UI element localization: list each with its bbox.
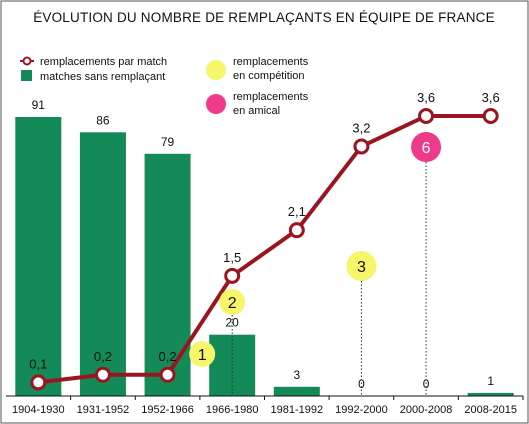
- bar-value-label: 79: [161, 135, 175, 149]
- annotation-guides: [231, 162, 427, 396]
- line-point: [418, 108, 435, 124]
- bar: [144, 153, 191, 396]
- legend-amical-label-1: remplacements: [233, 91, 309, 103]
- annotation-number: 6: [422, 140, 431, 157]
- annotations: 1 2 3 6: [189, 132, 442, 367]
- annotation-marker: [411, 132, 442, 162]
- x-tick-labels: 1904-1930 1931-1952 1952-1966 1966-1980 1981…: [12, 396, 524, 416]
- line-point: [482, 108, 499, 124]
- legend-line-marker: [20, 56, 34, 66]
- bar: [79, 132, 126, 397]
- line-value-label: 3,2: [352, 120, 370, 135]
- bar: [467, 392, 514, 396]
- line-point: [288, 222, 305, 239]
- line-point: [94, 366, 111, 383]
- legend-competition-label-2: en compétition: [233, 70, 305, 82]
- bar-value-label: 3: [293, 368, 300, 382]
- line-point: [353, 138, 370, 155]
- line-value-label: 3,6: [482, 90, 500, 105]
- x-tick-label: 1966-1980: [206, 404, 259, 416]
- legend-competition-swatch: [206, 60, 226, 80]
- line-value-label: 0,1: [29, 356, 47, 371]
- line-value-label: 1,5: [223, 250, 241, 265]
- line-value-label: 0,2: [94, 349, 112, 364]
- annotation-number: 2: [228, 295, 237, 312]
- line-series: 0,1 0,2 0,2 1,5 2,1 3,2 3,6 3,6: [29, 90, 500, 391]
- x-tick-label: 1931-1952: [77, 404, 130, 416]
- legend-amical-swatch: [206, 94, 226, 114]
- x-tick-label: 1952-1966: [141, 404, 194, 416]
- bar-value-label: 1: [487, 374, 494, 388]
- x-tick-label: 1904-1930: [12, 404, 65, 416]
- line-value-label: 3,6: [417, 90, 435, 105]
- line-value-label: 2,1: [288, 204, 306, 219]
- legend-bar-label: matches sans remplaçant: [40, 71, 165, 83]
- legend-bar-swatch: [21, 70, 32, 81]
- line-path: [38, 114, 491, 385]
- annotation-marker: [219, 289, 246, 315]
- line-value-label: 0,2: [159, 349, 177, 364]
- legend-line-label: remplacements par match: [40, 56, 167, 68]
- x-tick-label: 2008-2015: [464, 404, 517, 416]
- bar: [273, 386, 320, 396]
- legend-competition-label-1: remplacements: [233, 56, 309, 68]
- x-tick-label: 1992-2000: [335, 404, 388, 416]
- annotation-number: 3: [357, 259, 366, 276]
- line-point: [159, 366, 176, 383]
- chart-title: ÉVOLUTION DU NOMBRE DE REMPLAÇANTS EN ÉQ…: [33, 10, 495, 25]
- line-point: [224, 267, 241, 284]
- line-point: [30, 374, 47, 391]
- annotation-marker: [189, 341, 216, 367]
- x-tick-label: 2000-2008: [400, 404, 453, 416]
- legend-amical-label-2: en amical: [233, 105, 280, 117]
- bar: [15, 117, 62, 396]
- bar-value-label: 86: [96, 113, 110, 127]
- legend: remplacements par match matches sans rem…: [20, 56, 309, 117]
- bar-value-label: 91: [32, 98, 46, 112]
- annotation-number: 1: [198, 347, 207, 364]
- x-tick-label: 1981-1992: [271, 404, 324, 416]
- annotation-marker: [346, 251, 377, 281]
